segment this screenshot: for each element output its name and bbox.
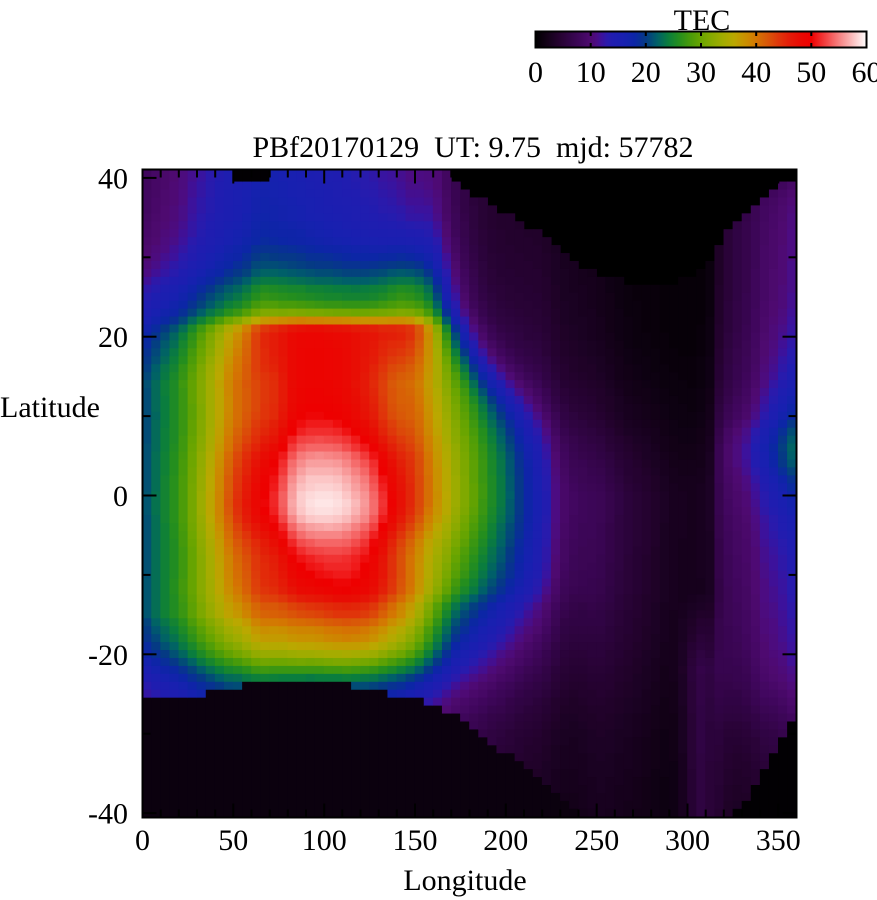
svg-text:0: 0 bbox=[528, 56, 543, 89]
svg-text:TEC: TEC bbox=[674, 4, 731, 37]
svg-text:40: 40 bbox=[741, 56, 771, 89]
svg-text:200: 200 bbox=[483, 824, 528, 857]
svg-text:PBf20170129 UT: 9.75 mjd: 57: PBf20170129 UT: 9.75 mjd: 57782 bbox=[252, 131, 693, 164]
svg-text:40: 40 bbox=[98, 162, 128, 195]
svg-text:0: 0 bbox=[113, 480, 128, 513]
svg-text:350: 350 bbox=[756, 824, 801, 857]
svg-text:250: 250 bbox=[574, 824, 619, 857]
svg-text:50: 50 bbox=[796, 56, 826, 89]
svg-text:150: 150 bbox=[393, 824, 438, 857]
svg-text:10: 10 bbox=[576, 56, 606, 89]
svg-text:60: 60 bbox=[852, 56, 877, 89]
svg-text:-40: -40 bbox=[88, 798, 128, 831]
svg-text:-20: -20 bbox=[88, 639, 128, 672]
svg-text:50: 50 bbox=[218, 824, 248, 857]
svg-text:100: 100 bbox=[302, 824, 347, 857]
svg-text:30: 30 bbox=[686, 56, 716, 89]
svg-text:0: 0 bbox=[135, 824, 150, 857]
svg-text:300: 300 bbox=[665, 824, 710, 857]
svg-text:20: 20 bbox=[98, 321, 128, 354]
svg-text:Longitude: Longitude bbox=[403, 864, 526, 897]
svg-text:Latitude: Latitude bbox=[0, 391, 100, 424]
svg-text:20: 20 bbox=[631, 56, 661, 89]
